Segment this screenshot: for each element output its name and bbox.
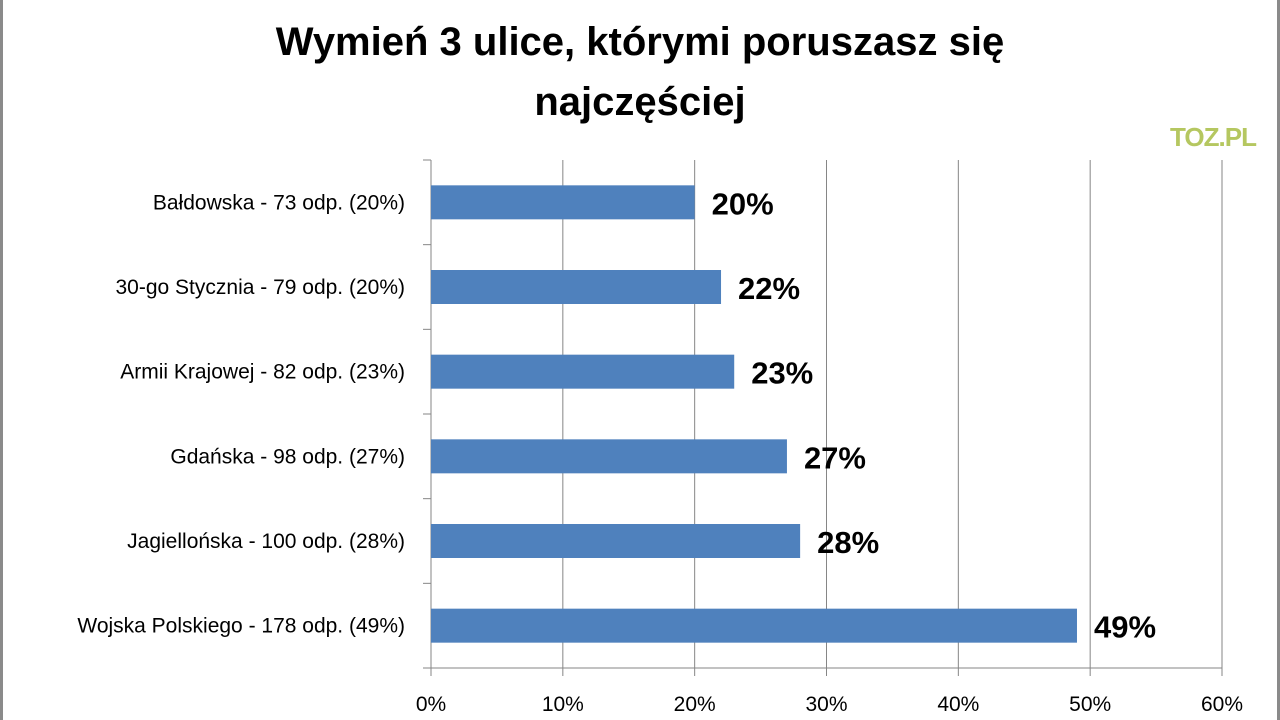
bar <box>431 354 735 389</box>
x-tick-label: 20% <box>674 693 716 716</box>
right-border <box>1277 0 1280 720</box>
bar <box>431 608 1077 643</box>
data-label: 49% <box>1094 610 1156 645</box>
x-tick-label: 50% <box>1069 693 1111 716</box>
bar <box>431 524 801 558</box>
category-label: Bałdowska - 73 odp. (20%) <box>153 191 405 214</box>
bar <box>431 270 722 304</box>
data-label: 22% <box>738 271 800 306</box>
data-label: 23% <box>751 356 813 391</box>
category-label: Jagiellońska - 100 odp. (28%) <box>127 530 405 553</box>
category-label: Armii Krajowej - 82 odp. (23%) <box>120 361 405 384</box>
category-label: Gdańska - 98 odp. (27%) <box>170 445 405 468</box>
x-tick-label: 10% <box>542 693 584 716</box>
category-label: 30-go Stycznia - 79 odp. (20%) <box>116 276 406 299</box>
x-tick-label: 0% <box>416 693 446 716</box>
data-label: 28% <box>817 525 879 560</box>
bar <box>431 439 787 474</box>
chart-title: Wymień 3 ulice, którymi poruszasz się na… <box>0 12 1280 132</box>
data-label: 27% <box>804 440 866 475</box>
left-border <box>0 0 3 720</box>
x-tick-label: 60% <box>1201 693 1243 716</box>
data-label: 20% <box>712 186 774 221</box>
chart-title-line-2: najczęściej <box>534 80 746 124</box>
category-label: Wojska Polskiego - 178 odp. (49%) <box>77 615 405 638</box>
x-tick-label: 30% <box>805 693 847 716</box>
watermark-logo: TOZ.PL <box>1170 122 1257 152</box>
chart-title-line-1: Wymień 3 ulice, którymi poruszasz się <box>275 20 1005 64</box>
bar <box>431 185 695 220</box>
x-tick-label: 40% <box>937 693 979 716</box>
